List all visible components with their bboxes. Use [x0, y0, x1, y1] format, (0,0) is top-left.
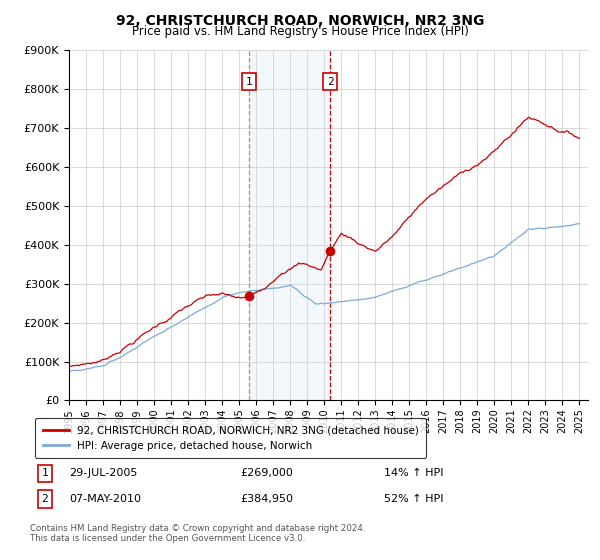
Text: 1: 1 [245, 77, 252, 86]
Text: Price paid vs. HM Land Registry's House Price Index (HPI): Price paid vs. HM Land Registry's House … [131, 25, 469, 38]
Bar [249, 50, 330, 400]
Text: 29-JUL-2005: 29-JUL-2005 [69, 468, 137, 478]
Text: 14% ↑ HPI: 14% ↑ HPI [384, 468, 443, 478]
Legend: 92, CHRISTCHURCH ROAD, NORWICH, NR2 3NG (detached house), HPI: Average price, de: 92, CHRISTCHURCH ROAD, NORWICH, NR2 3NG … [35, 418, 426, 458]
Text: 52% ↑ HPI: 52% ↑ HPI [384, 494, 443, 504]
Text: 1: 1 [41, 468, 49, 478]
Text: £269,000: £269,000 [240, 468, 293, 478]
Text: 2: 2 [41, 494, 49, 504]
Text: 07-MAY-2010: 07-MAY-2010 [69, 494, 141, 504]
Text: Contains HM Land Registry data © Crown copyright and database right 2024.: Contains HM Land Registry data © Crown c… [30, 524, 365, 533]
Text: 92, CHRISTCHURCH ROAD, NORWICH, NR2 3NG: 92, CHRISTCHURCH ROAD, NORWICH, NR2 3NG [116, 14, 484, 28]
Text: 2: 2 [327, 77, 334, 86]
Text: £384,950: £384,950 [240, 494, 293, 504]
Text: This data is licensed under the Open Government Licence v3.0.: This data is licensed under the Open Gov… [30, 534, 305, 543]
